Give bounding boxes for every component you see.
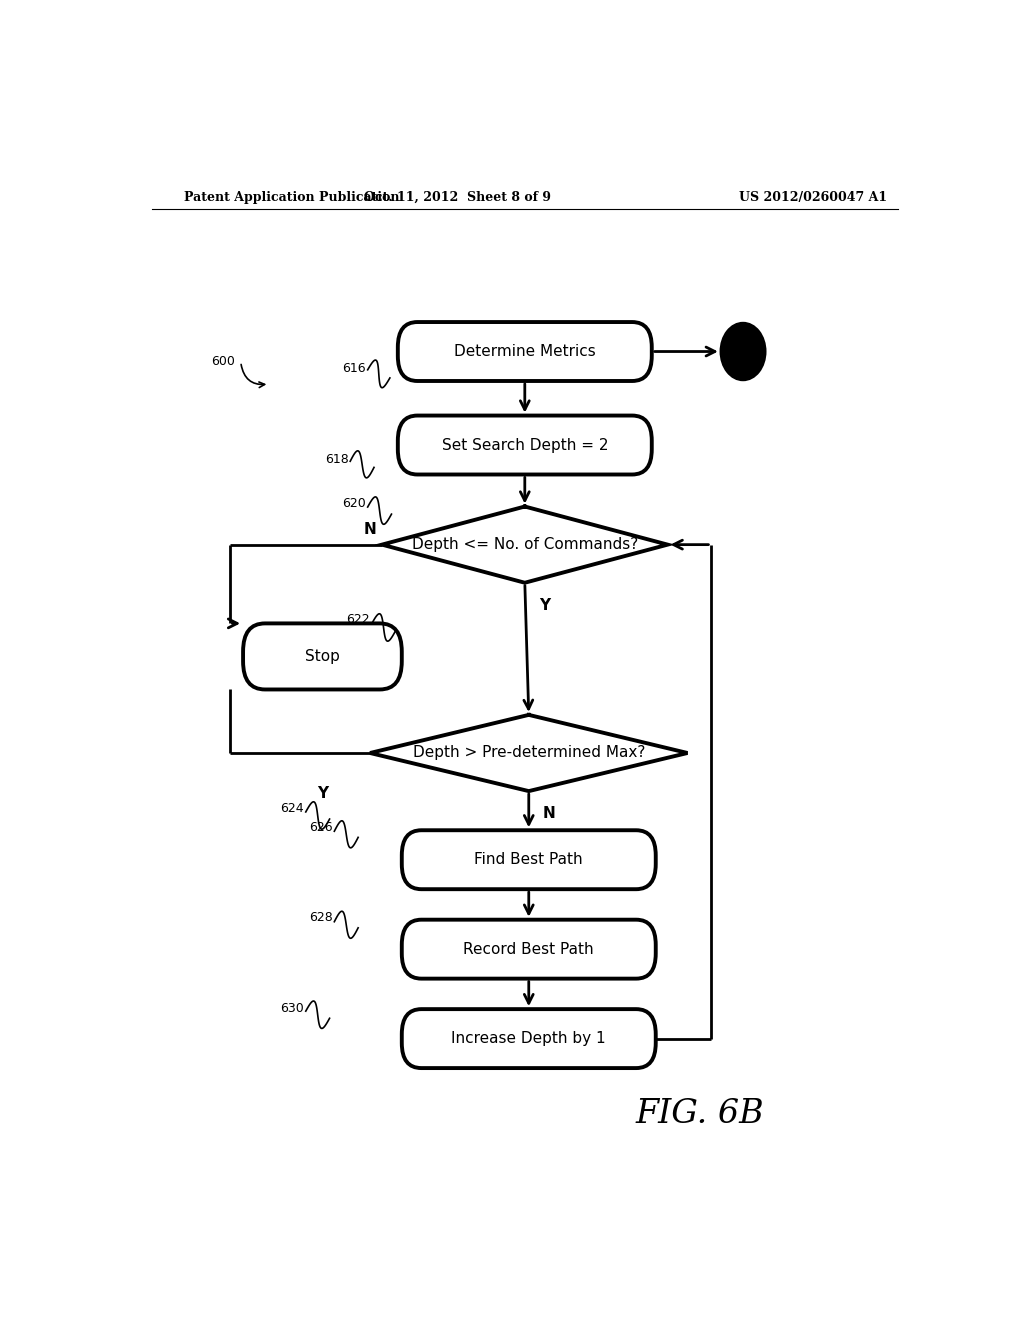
Circle shape — [721, 323, 765, 380]
FancyBboxPatch shape — [243, 623, 401, 689]
Text: A: A — [738, 345, 749, 359]
Text: 616: 616 — [342, 362, 367, 375]
Text: Oct. 11, 2012  Sheet 8 of 9: Oct. 11, 2012 Sheet 8 of 9 — [364, 190, 551, 203]
FancyBboxPatch shape — [401, 920, 655, 978]
Text: Depth <= No. of Commands?: Depth <= No. of Commands? — [412, 537, 638, 552]
Text: N: N — [364, 521, 377, 537]
Text: 624: 624 — [281, 803, 304, 816]
Text: Set Search Depth = 2: Set Search Depth = 2 — [441, 437, 608, 453]
Text: Increase Depth by 1: Increase Depth by 1 — [452, 1031, 606, 1047]
Text: 630: 630 — [281, 1002, 304, 1015]
Text: 626: 626 — [309, 821, 333, 834]
FancyBboxPatch shape — [397, 416, 651, 474]
Text: 628: 628 — [309, 911, 333, 924]
Text: 618: 618 — [325, 453, 348, 466]
Text: Find Best Path: Find Best Path — [474, 853, 583, 867]
Polygon shape — [370, 715, 687, 791]
Text: Y: Y — [316, 787, 328, 801]
Text: Patent Application Publication: Patent Application Publication — [183, 190, 399, 203]
Text: Depth > Pre-determined Max?: Depth > Pre-determined Max? — [413, 746, 645, 760]
Text: N: N — [543, 807, 555, 821]
Text: US 2012/0260047 A1: US 2012/0260047 A1 — [739, 190, 887, 203]
Text: 620: 620 — [342, 498, 367, 511]
Polygon shape — [382, 507, 668, 582]
Text: Record Best Path: Record Best Path — [464, 941, 594, 957]
Text: Stop: Stop — [305, 649, 340, 664]
Text: 622: 622 — [346, 614, 370, 627]
FancyBboxPatch shape — [401, 1008, 655, 1068]
FancyBboxPatch shape — [397, 322, 651, 381]
Text: 600: 600 — [211, 355, 236, 368]
FancyBboxPatch shape — [401, 830, 655, 890]
Text: Determine Metrics: Determine Metrics — [454, 345, 596, 359]
Text: Y: Y — [539, 598, 550, 612]
Text: FIG. 6B: FIG. 6B — [635, 1098, 764, 1130]
